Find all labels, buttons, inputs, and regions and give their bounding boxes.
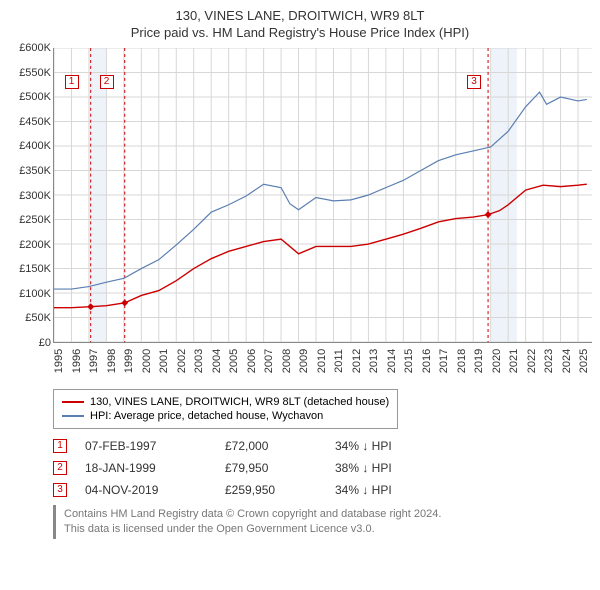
copyright-line1: Contains HM Land Registry data © Crown c… bbox=[64, 507, 592, 522]
x-axis-label: 2001 bbox=[158, 349, 170, 373]
x-axis-label: 1995 bbox=[53, 349, 65, 373]
x-axis-label: 2016 bbox=[421, 349, 433, 373]
legend: 130, VINES LANE, DROITWICH, WR9 8LT (det… bbox=[53, 389, 398, 429]
footnote-row: 2 18-JAN-1999£79,95038% ↓ HPI bbox=[53, 461, 592, 475]
x-axis: 1995 1996 1997 1998 1999 2000 2001 2002 2003 2004… bbox=[53, 343, 592, 383]
x-axis-label: 2005 bbox=[228, 349, 240, 373]
legend-swatch bbox=[62, 415, 84, 417]
y-axis-label: £300K bbox=[19, 190, 51, 202]
x-axis-label: 2018 bbox=[456, 349, 468, 373]
y-axis-label: £50K bbox=[25, 312, 51, 324]
x-axis-label: 2008 bbox=[281, 349, 293, 373]
y-axis-label: £150K bbox=[19, 263, 51, 275]
x-axis-label: 2021 bbox=[508, 349, 520, 373]
y-axis-label: £250K bbox=[19, 214, 51, 226]
footnote-pct: 38% ↓ HPI bbox=[335, 461, 392, 475]
y-axis-label: £450K bbox=[19, 116, 51, 128]
y-axis-label: £100K bbox=[19, 288, 51, 300]
legend-swatch bbox=[62, 401, 84, 403]
x-axis-label: 2013 bbox=[368, 349, 380, 373]
y-axis-label: £500K bbox=[19, 91, 51, 103]
legend-label: HPI: Average price, detached house, Wych… bbox=[90, 410, 323, 422]
footnote-row: 1 07-FEB-1997£72,00034% ↓ HPI bbox=[53, 439, 592, 453]
x-axis-label: 2025 bbox=[578, 349, 590, 373]
x-axis-label: 2006 bbox=[246, 349, 258, 373]
chart-svg bbox=[54, 48, 592, 342]
x-axis-label: 2004 bbox=[211, 349, 223, 373]
footnote-price: £72,000 bbox=[225, 439, 335, 453]
y-axis-label: £550K bbox=[19, 67, 51, 79]
legend-item: 130, VINES LANE, DROITWICH, WR9 8LT (det… bbox=[62, 396, 389, 408]
x-axis-label: 2010 bbox=[316, 349, 328, 373]
chart-title-line2: Price paid vs. HM Land Registry's House … bbox=[8, 25, 592, 40]
x-axis-label: 2014 bbox=[386, 349, 398, 373]
x-axis-label: 2012 bbox=[351, 349, 363, 373]
copyright-line2: This data is licensed under the Open Gov… bbox=[64, 522, 592, 537]
footnote-table: 107-FEB-1997£72,00034% ↓ HPI218-JAN-1999… bbox=[53, 439, 592, 497]
x-axis-label: 1999 bbox=[123, 349, 135, 373]
footnote-marker: 3 bbox=[53, 483, 67, 497]
footnote-date: 18-JAN-1999 bbox=[85, 461, 225, 475]
footnote-date: 04-NOV-2019 bbox=[85, 483, 225, 497]
x-axis-label: 2007 bbox=[263, 349, 275, 373]
x-axis-label: 2003 bbox=[193, 349, 205, 373]
y-axis: £0£50K£100K£150K£200K£250K£300K£350K£400… bbox=[8, 48, 53, 343]
callout-marker: 1 bbox=[65, 75, 79, 89]
footnote-marker: 1 bbox=[53, 439, 67, 453]
x-axis-label: 2011 bbox=[333, 349, 345, 373]
y-axis-label: £200K bbox=[19, 239, 51, 251]
x-axis-label: 2015 bbox=[403, 349, 415, 373]
y-axis-label: £600K bbox=[19, 42, 51, 54]
x-axis-label: 2009 bbox=[298, 349, 310, 373]
footnote-pct: 34% ↓ HPI bbox=[335, 483, 392, 497]
x-axis-label: 2020 bbox=[491, 349, 503, 373]
footnote-price: £79,950 bbox=[225, 461, 335, 475]
x-axis-label: 2022 bbox=[526, 349, 538, 373]
chart-canvas: 1 2 3 bbox=[53, 48, 592, 343]
y-axis-label: £350K bbox=[19, 165, 51, 177]
x-axis-label: 1997 bbox=[88, 349, 100, 373]
footnote-pct: 34% ↓ HPI bbox=[335, 439, 392, 453]
chart-container: 130, VINES LANE, DROITWICH, WR9 8LT Pric… bbox=[8, 8, 592, 539]
footnote-date: 07-FEB-1997 bbox=[85, 439, 225, 453]
x-axis-label: 2002 bbox=[176, 349, 188, 373]
x-axis-label: 1998 bbox=[106, 349, 118, 373]
x-axis-label: 2024 bbox=[561, 349, 573, 373]
plot-area: £0 £50K £100K £150K £200K £250K £300K £350K £400… bbox=[8, 48, 592, 383]
legend-label: 130, VINES LANE, DROITWICH, WR9 8LT (det… bbox=[90, 396, 389, 408]
chart-title-line1: 130, VINES LANE, DROITWICH, WR9 8LT bbox=[8, 8, 592, 23]
x-axis-label: 1996 bbox=[71, 349, 83, 373]
y-axis-label: £0 bbox=[39, 337, 51, 349]
footnote-row: 3 04-NOV-2019£259,95034% ↓ HPI bbox=[53, 483, 592, 497]
callout-marker: 3 bbox=[467, 75, 481, 89]
footnote-marker: 2 bbox=[53, 461, 67, 475]
legend-item: HPI: Average price, detached house, Wych… bbox=[62, 410, 389, 422]
x-axis-label: 2000 bbox=[141, 349, 153, 373]
footnote-price: £259,950 bbox=[225, 483, 335, 497]
x-axis-label: 2019 bbox=[473, 349, 485, 373]
x-axis-label: 2017 bbox=[438, 349, 450, 373]
x-axis-label: 2023 bbox=[543, 349, 555, 373]
y-axis-label: £400K bbox=[19, 140, 51, 152]
copyright-notice: Contains HM Land Registry data © Crown c… bbox=[53, 505, 592, 539]
callout-marker: 2 bbox=[100, 75, 114, 89]
